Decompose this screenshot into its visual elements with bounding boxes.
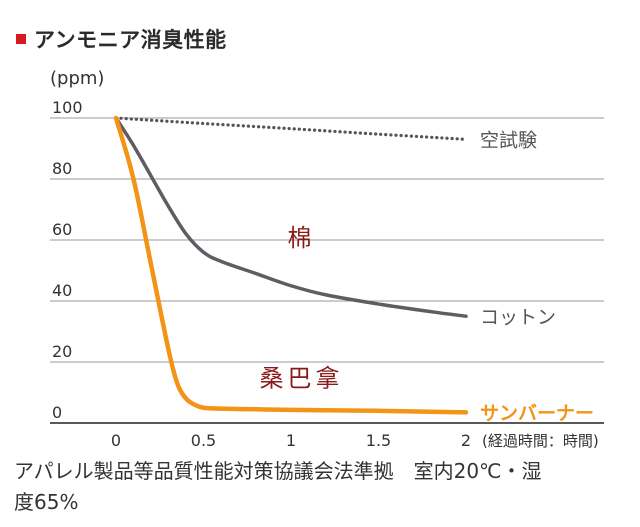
y-tick-label: 20 — [52, 342, 72, 361]
blank-test-line — [114, 116, 468, 141]
series-label-blank-test: 空試験 — [480, 129, 537, 151]
footer-line-2: 度65% — [14, 490, 79, 514]
sunbana-line — [113, 115, 469, 415]
chart-title: アンモニア消臭性能 — [34, 28, 227, 52]
y-tick-label: 0 — [52, 403, 62, 422]
x-tick-label: 0.5 — [191, 431, 216, 450]
y-tick-label: 100 — [52, 98, 83, 117]
x-tick-label: 1 — [286, 431, 296, 450]
x-axis-label: (経過時間：時間) — [482, 432, 599, 450]
tick-labels: 0 20 40 60 80 100 0 0.5 1 1.5 2 (経過時間：時間) — [52, 98, 599, 450]
annotation-label: 桑巴拿 — [260, 364, 344, 392]
series-label-sunbana: サンバーナー — [480, 402, 594, 424]
annotation-label: 棉 — [288, 224, 316, 252]
grid-lines — [50, 117, 604, 363]
x-tick-label: 2 — [461, 431, 471, 450]
y-tick-label: 60 — [52, 220, 72, 239]
x-tick-label: 0 — [111, 431, 121, 450]
y-tick-label: 80 — [52, 159, 72, 178]
footer-line-1: アパレル製品等品質性能対策協議会法準拠 室内20℃・湿 — [14, 459, 542, 483]
series-lines — [113, 115, 469, 415]
cotton-line — [114, 116, 468, 318]
y-tick-label: 40 — [52, 281, 72, 300]
chart-title-row: アンモニア消臭性能 — [16, 24, 227, 54]
title-marker — [16, 34, 26, 44]
x-tick-label: 1.5 — [366, 431, 391, 450]
series-label-cotton: コットン — [480, 306, 556, 328]
y-axis-label: (ppm) — [50, 68, 104, 89]
footer-note: アパレル製品等品質性能対策協議会法準拠 室内20℃・湿 度65% — [14, 456, 614, 518]
